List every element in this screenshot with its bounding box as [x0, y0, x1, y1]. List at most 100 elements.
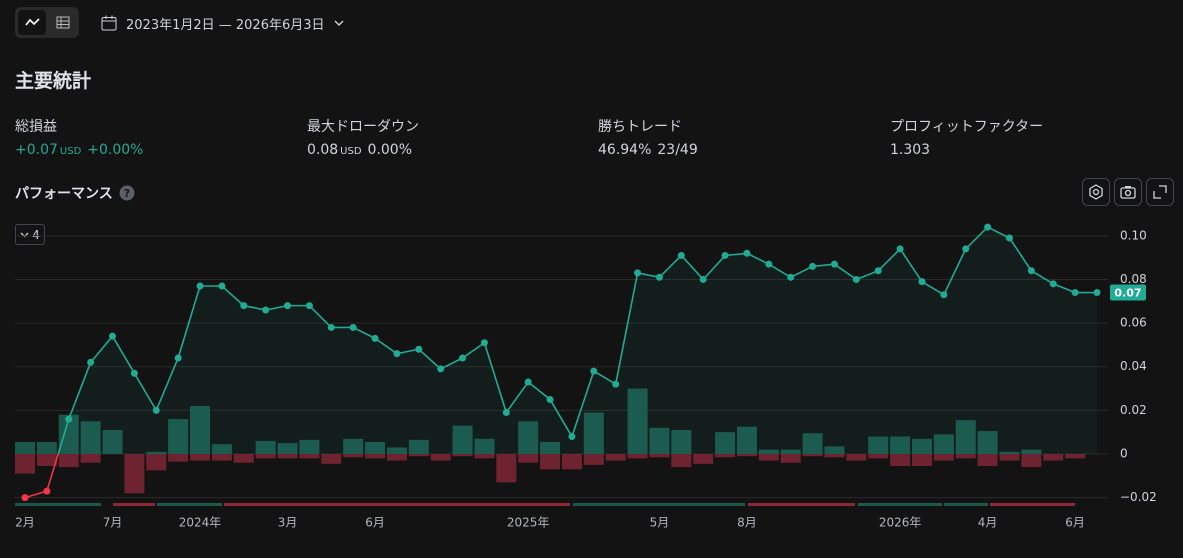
- trade-bar: [1065, 454, 1086, 459]
- trade-bar: [518, 454, 539, 463]
- trade-bar: [408, 454, 429, 457]
- equity-point: [546, 395, 554, 403]
- stat-label: 最大ドローダウン: [307, 119, 419, 135]
- unit: USD: [340, 146, 362, 157]
- equity-point: [109, 332, 117, 340]
- trade-bar: [649, 454, 670, 458]
- last-value-label: 0.07: [1114, 287, 1141, 300]
- trade-bar: [386, 454, 407, 461]
- help-icon[interactable]: ?: [119, 185, 135, 201]
- fullscreen-button[interactable]: [1146, 178, 1174, 206]
- equity-point: [655, 273, 663, 281]
- stat-value: +0.07 USD +0.00%: [15, 142, 144, 158]
- equity-point: [896, 245, 904, 253]
- settings-button[interactable]: [1082, 178, 1110, 206]
- equity-point: [327, 323, 335, 331]
- equity-point: [1027, 267, 1035, 275]
- trade-bar: [605, 454, 626, 461]
- stat: 勝ちトレード 46.94% 23/49: [598, 116, 698, 158]
- trade-bar: [80, 421, 101, 454]
- trade-bar: [365, 454, 386, 459]
- stat-value: 0.08 USD 0.00%: [307, 142, 419, 158]
- trade-bar: [474, 438, 495, 454]
- trade-bar: [977, 454, 998, 466]
- x-tick-label: 2026年: [879, 516, 922, 530]
- trade-bar: [474, 454, 495, 459]
- trade-bar: [168, 419, 189, 454]
- trade-bar: [693, 454, 714, 464]
- trade-bar: [583, 454, 604, 465]
- trade-bar: [955, 454, 976, 459]
- equity-point: [721, 251, 729, 259]
- trade-bar: [386, 447, 407, 454]
- equity-point: [1049, 280, 1057, 288]
- trade-bar: [955, 420, 976, 454]
- equity-point: [787, 273, 795, 281]
- extra: 23/49: [657, 142, 698, 158]
- equity-point: [612, 380, 620, 388]
- equity-point: [480, 339, 488, 347]
- trade-bar: [715, 454, 736, 458]
- equity-point: [196, 282, 204, 290]
- trade-bar: [255, 454, 276, 459]
- equity-point: [87, 358, 95, 366]
- x-tick-label: 2024年: [179, 516, 222, 530]
- equity-area: [25, 227, 1097, 454]
- select-value: 4: [32, 227, 40, 242]
- trade-bar: [277, 443, 298, 454]
- trade-bar: [496, 454, 517, 483]
- trade-bar: [299, 454, 320, 459]
- chevron-icon: [334, 20, 344, 26]
- trade-bar: [211, 444, 232, 454]
- equity-point: [743, 249, 751, 257]
- snapshot-button[interactable]: [1114, 178, 1142, 206]
- trade-bar: [999, 451, 1020, 454]
- trade-bar: [999, 454, 1020, 461]
- equity-point: [852, 275, 860, 283]
- series-select[interactable]: 4: [15, 224, 45, 245]
- stat-label: プロフィットファクター: [890, 119, 1044, 135]
- trade-bar: [1021, 454, 1042, 468]
- last-value-tag: [1110, 284, 1146, 301]
- date-range-picker[interactable]: 2023年1月2日 — 2026年6月3日: [100, 12, 345, 34]
- trade-bar: [1021, 449, 1042, 454]
- equity-point: [568, 433, 576, 441]
- chart-view-button[interactable]: [18, 10, 46, 35]
- trade-bar: [802, 433, 823, 454]
- equity-point: [240, 302, 248, 310]
- trade-bar: [190, 406, 211, 454]
- table-view-button[interactable]: [49, 10, 77, 35]
- equity-point: [393, 350, 401, 358]
- trade-bar: [736, 426, 757, 454]
- period-strip: [15, 503, 1075, 506]
- trade-bar: [452, 425, 473, 454]
- trade-bar: [36, 442, 57, 454]
- trade-bar: [583, 412, 604, 454]
- trade-bar: [977, 431, 998, 454]
- y-tick-label: 0.04: [1120, 359, 1147, 373]
- stat-value: 46.94% 23/49: [598, 142, 698, 158]
- trade-bar: [190, 454, 211, 461]
- trade-bar: [408, 439, 429, 454]
- value: +0.07: [15, 142, 58, 158]
- table-icon: [56, 16, 70, 29]
- trade-bar: [671, 430, 692, 454]
- value: 0.08: [307, 142, 339, 158]
- trade-bar: [299, 439, 320, 454]
- value: 46.94%: [598, 142, 652, 158]
- equity-point: [765, 260, 773, 268]
- chart-icon: [25, 18, 40, 26]
- value: 1.303: [890, 142, 931, 158]
- equity-point: [21, 494, 29, 502]
- stat: 総損益 +0.07 USD +0.00%: [15, 116, 144, 158]
- trade-bar: [868, 454, 889, 459]
- trade-bar: [452, 454, 473, 457]
- equity-point: [437, 365, 445, 373]
- equity-point: [524, 378, 532, 386]
- equity-point: [218, 282, 226, 290]
- trade-bar: [540, 442, 561, 454]
- trade-bar: [343, 438, 364, 454]
- trade-bar: [758, 449, 779, 454]
- extra: 0.00%: [367, 142, 413, 158]
- trade-bar: [911, 438, 932, 454]
